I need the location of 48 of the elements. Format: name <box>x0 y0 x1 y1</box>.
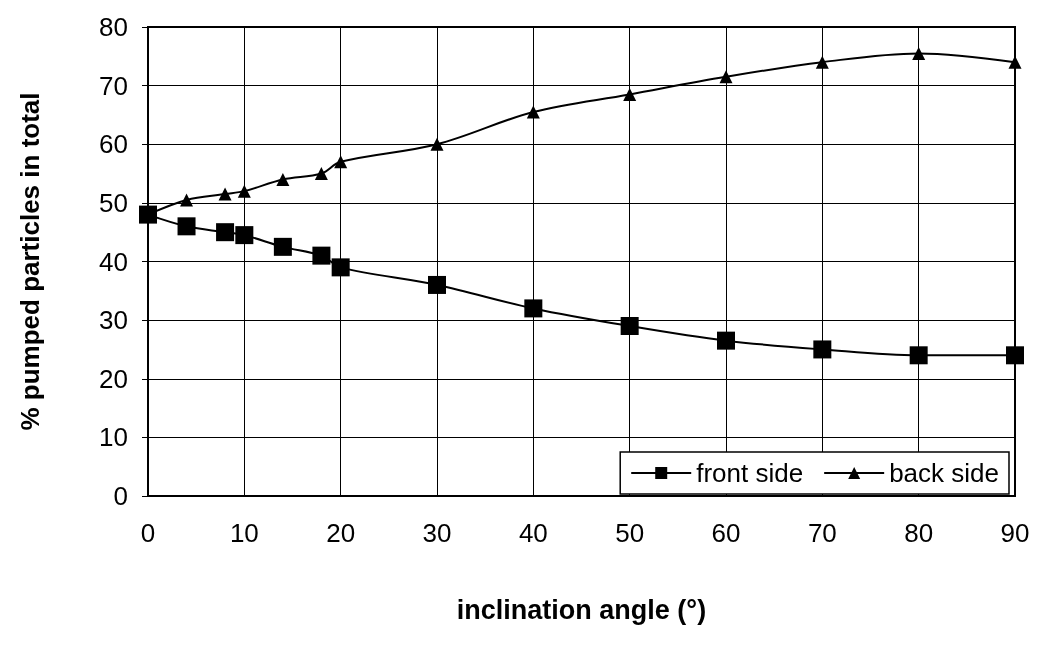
legend-label: front side <box>696 458 804 488</box>
y-tick-label: 20 <box>99 363 128 394</box>
x-tick-label: 0 <box>140 518 156 548</box>
y-tick-label: 80 <box>99 12 128 42</box>
point <box>216 223 235 242</box>
y-tick-label: 70 <box>99 70 128 101</box>
x-tick-label: 30 <box>422 518 452 548</box>
point <box>430 137 444 151</box>
legend-label: back side <box>889 458 999 488</box>
point <box>526 105 540 119</box>
point <box>813 340 832 359</box>
point <box>620 316 639 335</box>
x-tick-label: 80 <box>904 518 934 548</box>
point <box>912 46 926 60</box>
y-tick-label: 30 <box>99 305 128 336</box>
y-tick-label: 40 <box>99 246 128 277</box>
point <box>235 226 254 245</box>
y-tick-label: 10 <box>99 422 128 453</box>
x-tick-label: 20 <box>326 518 356 548</box>
x-tick-label: 10 <box>229 518 259 548</box>
point <box>815 55 829 69</box>
point <box>719 70 733 84</box>
y-tick-label: 60 <box>99 129 128 160</box>
x-tick-label: 60 <box>711 518 741 548</box>
point <box>180 193 194 207</box>
x-tick-label: 40 <box>518 518 548 548</box>
y-tick-label: 0 <box>113 481 128 511</box>
point <box>312 246 331 265</box>
point <box>276 172 290 186</box>
point <box>314 167 328 181</box>
x-tick-label: 70 <box>807 518 837 548</box>
y-axis-title: % pumped particles in total <box>15 92 45 431</box>
point <box>331 258 350 277</box>
point <box>177 217 196 236</box>
point <box>1006 346 1024 365</box>
y-tick-label: 50 <box>99 187 128 218</box>
x-tick-label: 50 <box>615 518 645 548</box>
point <box>237 184 251 198</box>
point <box>428 275 446 294</box>
x-axis-title: inclination angle (°) <box>456 594 707 625</box>
point <box>334 155 348 169</box>
point <box>623 87 637 101</box>
point <box>218 187 232 201</box>
x-tick-label: 90 <box>1000 518 1030 548</box>
point <box>909 346 928 365</box>
point <box>717 331 735 350</box>
point <box>273 237 292 256</box>
point <box>524 299 543 318</box>
